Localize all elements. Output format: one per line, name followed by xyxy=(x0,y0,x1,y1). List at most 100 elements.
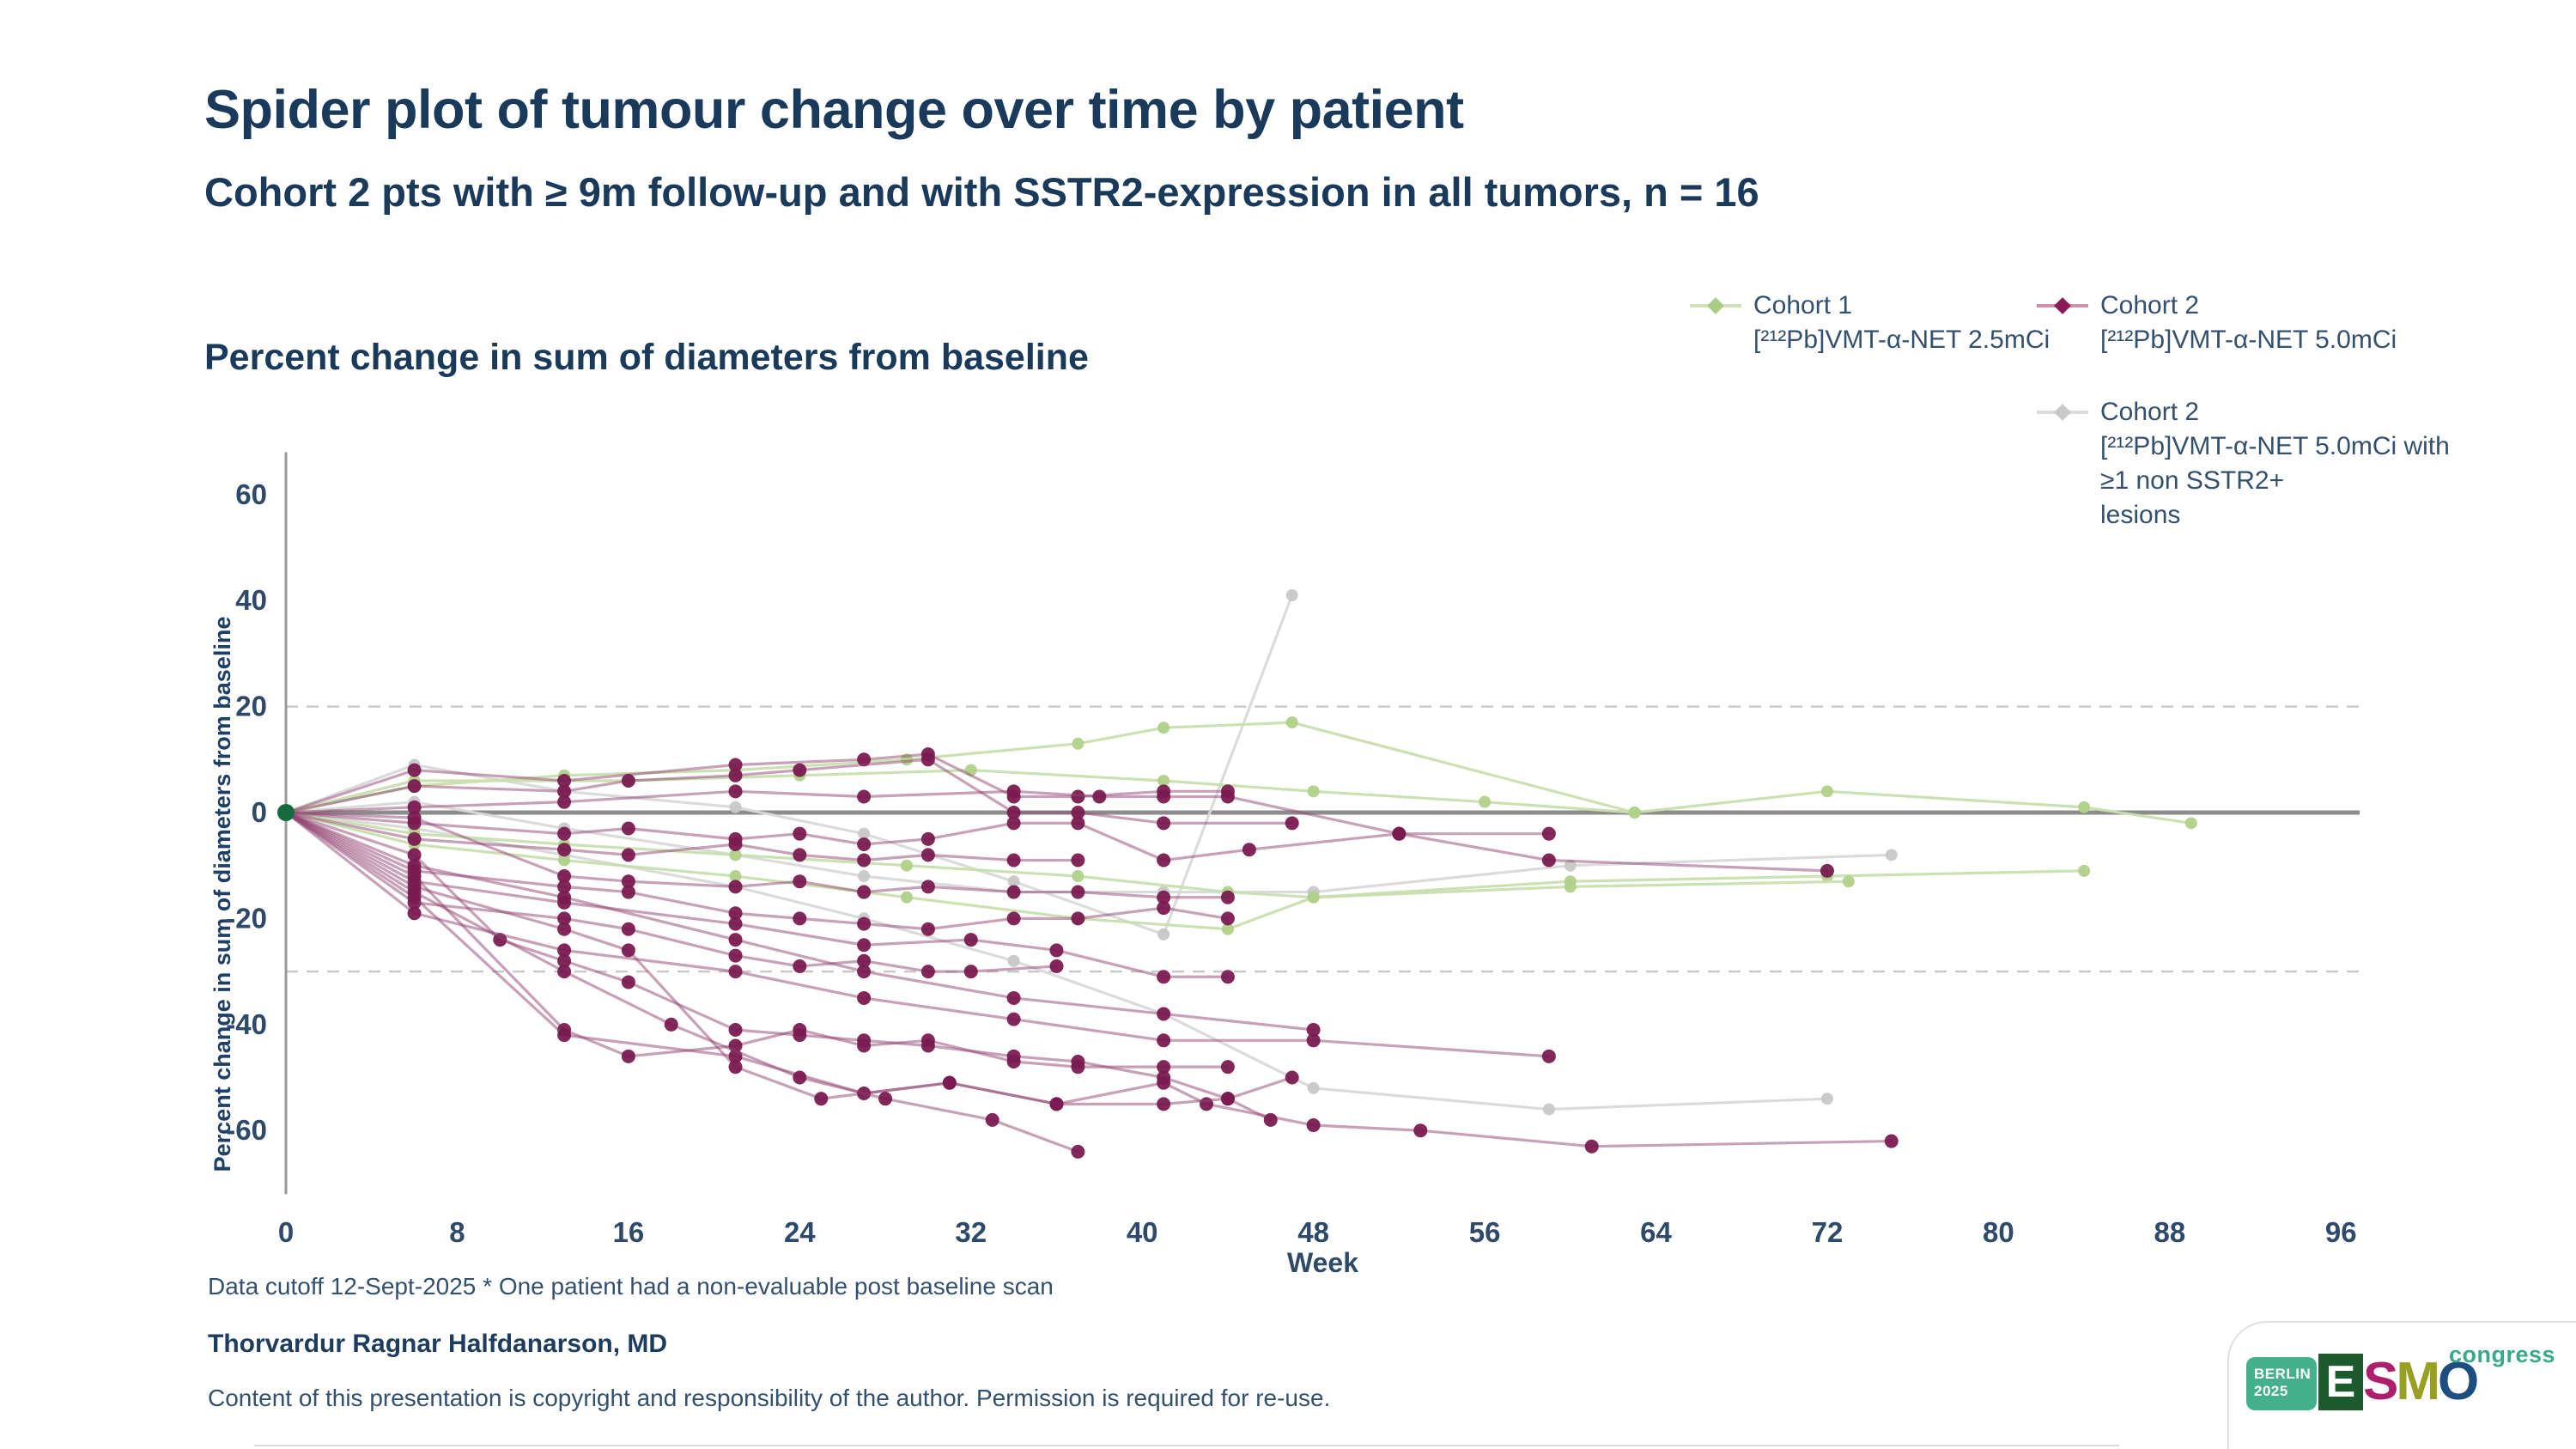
data-point xyxy=(920,922,935,936)
data-point xyxy=(920,965,935,979)
x-tick-label: 40 xyxy=(1127,1216,1158,1248)
data-point xyxy=(1006,990,1021,1005)
patient-line-2-8 xyxy=(284,811,1059,973)
data-point xyxy=(1584,1139,1599,1154)
x-axis-title: Week xyxy=(1286,1247,1358,1278)
data-point xyxy=(793,1070,807,1085)
patient-line-2-4 xyxy=(284,811,1080,862)
esmo-letter-s: S xyxy=(2363,1352,2398,1411)
data-point xyxy=(1157,789,1171,804)
data-point xyxy=(1263,1112,1278,1127)
legend-cohort1-desc: [²¹²Pb]VMT-α-NET 2.5mCi xyxy=(1753,326,2050,354)
data-point xyxy=(920,880,935,894)
data-point xyxy=(729,870,742,883)
data-point xyxy=(1157,1060,1171,1075)
data-point xyxy=(557,1028,572,1043)
data-point xyxy=(920,1038,935,1053)
x-tick-label: 56 xyxy=(1469,1216,1501,1248)
patient-line-1-0 xyxy=(284,721,2193,825)
data-point xyxy=(963,933,978,947)
data-point xyxy=(728,933,743,947)
data-point xyxy=(728,916,743,931)
series-group-2 xyxy=(284,747,1899,1159)
data-point xyxy=(900,859,913,872)
data-point xyxy=(857,837,872,852)
data-point xyxy=(557,773,572,788)
data-point xyxy=(1006,1012,1021,1026)
data-point xyxy=(1006,1049,1021,1063)
data-point xyxy=(1006,806,1021,819)
slide-bottom-edge xyxy=(254,1445,2119,1446)
data-point xyxy=(407,763,422,777)
chart-heading: Percent change in sum of diameters from … xyxy=(204,337,1089,378)
data-point xyxy=(1071,806,1085,819)
data-point xyxy=(1220,1092,1235,1106)
data-point xyxy=(1242,843,1256,857)
data-point xyxy=(1220,970,1235,984)
data-point xyxy=(1092,789,1107,804)
data-point xyxy=(857,938,872,953)
data-cutoff-footnote: Data cutoff 12-Sept-2025 * One patient h… xyxy=(208,1273,1054,1300)
data-point xyxy=(963,965,978,979)
cohort2-series-marker-icon xyxy=(2037,289,2088,323)
x-tick-label: 96 xyxy=(2325,1216,2357,1248)
data-point xyxy=(2078,801,2091,813)
data-point xyxy=(858,827,871,840)
esmo-letter-m: M xyxy=(2396,1352,2440,1411)
data-point xyxy=(1157,901,1171,916)
data-point xyxy=(1157,853,1171,868)
y-tick-label: 20 xyxy=(235,691,267,722)
data-point xyxy=(557,843,572,857)
page-subtitle: Cohort 2 pts with ≥ 9m follow-up and wit… xyxy=(204,169,1759,215)
data-point xyxy=(1628,807,1641,819)
data-point xyxy=(1006,816,1021,831)
data-point xyxy=(1049,1097,1064,1111)
y-tick-label: -60 xyxy=(226,1114,267,1146)
patient-line-0-2 xyxy=(284,801,1893,894)
data-point xyxy=(407,906,422,921)
data-point xyxy=(1049,943,1064,958)
legend-cohort2-nonsstr2-name: Cohort 2 xyxy=(2100,398,2200,426)
x-tick-label: 8 xyxy=(449,1216,465,1248)
data-point xyxy=(1157,890,1171,904)
series-group-0 xyxy=(284,589,1898,1116)
y-tick-label: 0 xyxy=(252,796,267,828)
data-point xyxy=(1884,1134,1899,1148)
x-tick-label: 64 xyxy=(1640,1216,1672,1248)
data-point xyxy=(729,801,742,813)
patient-line-2-5 xyxy=(284,811,1230,899)
data-point xyxy=(1072,870,1084,883)
data-point xyxy=(1285,1070,1299,1085)
esmo-logo-card: BERLIN 2025 E S M O congress xyxy=(2227,1321,2576,1449)
legend-item-cohort2: Cohort 2 [²¹²Pb]VMT-α-NET 5.0mCi xyxy=(2037,289,2397,357)
legend-text: Cohort 2 [²¹²Pb]VMT-α-NET 5.0mCi with ≥1… xyxy=(2100,395,2450,533)
baseline-origin-point xyxy=(277,804,295,821)
data-point xyxy=(1157,1033,1171,1048)
data-point xyxy=(1072,737,1084,750)
data-point xyxy=(1542,1103,1555,1116)
data-point xyxy=(857,916,872,931)
data-point xyxy=(1157,816,1171,831)
data-point xyxy=(1413,1123,1428,1138)
data-point xyxy=(621,773,635,788)
data-point xyxy=(1842,875,1855,888)
data-point xyxy=(857,1033,872,1048)
data-point xyxy=(407,811,422,825)
data-point xyxy=(1306,1118,1321,1133)
data-point xyxy=(557,965,572,979)
data-point xyxy=(1220,789,1235,804)
data-point xyxy=(793,763,807,777)
data-point xyxy=(793,1028,807,1043)
data-point xyxy=(857,885,872,899)
data-point xyxy=(1885,849,1898,861)
data-point xyxy=(407,858,422,873)
data-point xyxy=(1820,785,1833,798)
legend-item-cohort1: Cohort 1 [²¹²Pb]VMT-α-NET 2.5mCi xyxy=(1690,289,2050,357)
data-point xyxy=(1564,880,1577,893)
data-point xyxy=(1307,891,1320,904)
data-point xyxy=(621,821,635,836)
legend-item-cohort2-nonsstr2: Cohort 2 [²¹²Pb]VMT-α-NET 5.0mCi with ≥1… xyxy=(2037,395,2450,533)
data-point xyxy=(1392,826,1406,841)
legend-cohort1-name: Cohort 1 xyxy=(1753,291,1853,320)
